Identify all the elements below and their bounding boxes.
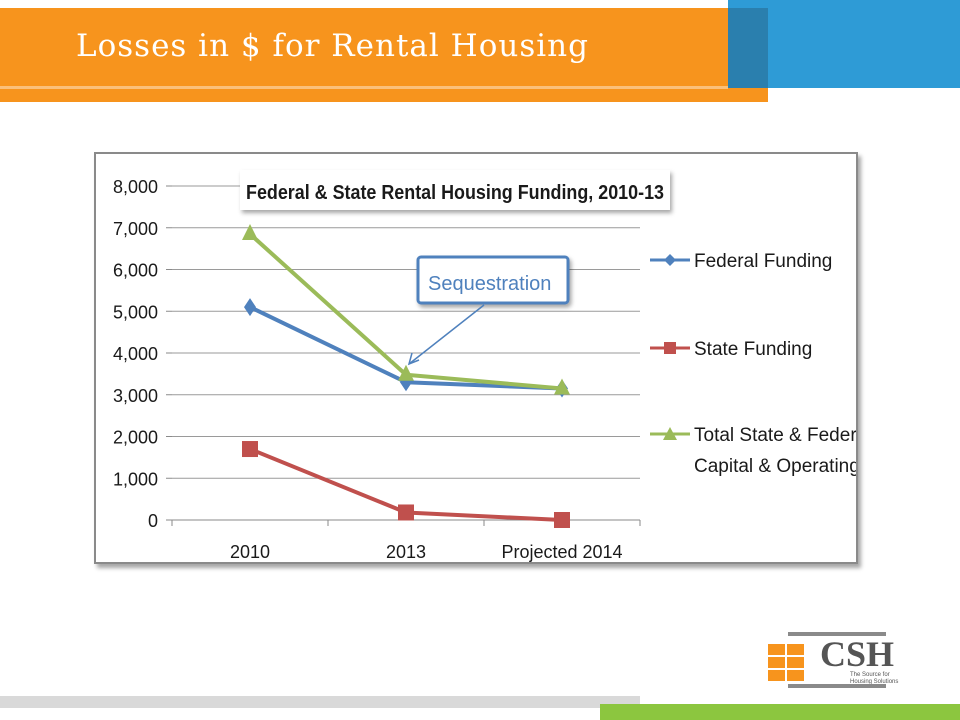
data-point xyxy=(242,441,258,458)
logo-square xyxy=(787,670,804,681)
y-tick-label: 8,000 xyxy=(113,177,158,197)
y-tick-label: 1,000 xyxy=(113,469,158,489)
legend-item-federal: Federal Funding xyxy=(650,251,832,272)
csh-logo: CSH The Source for Housing Solutions xyxy=(766,632,906,692)
logo-square xyxy=(768,644,785,655)
blue-corner-overlap xyxy=(728,8,768,88)
data-point xyxy=(244,298,256,317)
annotation-arrow xyxy=(408,304,485,365)
logo-square xyxy=(768,670,785,681)
data-point xyxy=(398,504,414,521)
legend-item-total: Total State & Federal Capital & Operatin… xyxy=(650,425,856,477)
legend-label: Total State & Federal xyxy=(694,425,856,446)
logo-square xyxy=(768,657,785,668)
y-tick-label: 3,000 xyxy=(113,386,158,406)
legend-item-state: State Funding xyxy=(650,339,812,360)
chart-frame: 0 1,000 2,000 3,000 4,000 5,000 6,000 7,000 8,00… xyxy=(94,152,858,564)
logo-rule-bottom xyxy=(788,684,886,688)
y-axis-ticks: 0 1,000 2,000 3,000 4,000 5,000 6,000 7,000 8,00… xyxy=(113,177,158,531)
chart-title-box xyxy=(240,170,670,210)
chart-gridlines xyxy=(166,185,641,526)
y-tick-label: 6,000 xyxy=(113,261,158,281)
legend: Federal Funding State Funding Total Stat… xyxy=(650,251,856,477)
logo-tagline: The Source for Housing Solutions xyxy=(850,672,910,685)
legend-marker-square xyxy=(664,342,676,354)
title-band-line xyxy=(0,86,728,89)
chart-title: Federal & State Rental Housing Funding, … xyxy=(246,182,664,204)
legend-label: Capital & Operating $ xyxy=(694,456,856,477)
legend-label: State Funding xyxy=(694,339,812,360)
logo-tagline-line: The Source for xyxy=(850,672,890,678)
y-tick-label: 4,000 xyxy=(113,344,158,364)
logo-wordmark: CSH xyxy=(820,634,895,674)
series-triangle xyxy=(242,224,570,395)
logo-square xyxy=(787,657,804,668)
legend-marker-diamond xyxy=(664,254,676,266)
logo-tagline-line: Housing Solutions xyxy=(850,678,899,685)
annotation-box xyxy=(416,255,570,305)
chart-svg: 0 1,000 2,000 3,000 4,000 5,000 6,000 7,000 8,00… xyxy=(113,170,856,562)
x-tick-label: 2013 xyxy=(386,542,426,562)
series-square xyxy=(242,441,570,528)
data-point xyxy=(398,364,414,381)
data-point xyxy=(242,224,258,241)
y-tick-label: 2,000 xyxy=(113,428,158,448)
logo-rule-top xyxy=(788,632,886,636)
y-tick-label: 7,000 xyxy=(113,219,158,239)
x-tick-label: Projected 2014 xyxy=(501,542,622,562)
y-tick-label: 5,000 xyxy=(113,302,158,322)
x-axis-ticks: 2010 2013 Projected 2014 xyxy=(230,542,623,562)
footer-green-bar xyxy=(600,704,960,720)
data-point xyxy=(554,512,570,528)
footer-gray-bar xyxy=(0,696,640,708)
series-diamond xyxy=(244,298,568,398)
data-point xyxy=(554,378,570,395)
x-tick-label: 2010 xyxy=(230,542,270,562)
logo-square xyxy=(787,644,804,655)
legend-label: Federal Funding xyxy=(694,251,832,272)
annotation-text: Sequestration xyxy=(428,273,551,295)
slide-title: Losses in $ for Rental Housing xyxy=(76,28,589,64)
legend-marker-triangle xyxy=(663,427,677,440)
y-tick-label: 0 xyxy=(148,511,158,531)
annotation-arrowhead xyxy=(407,352,420,366)
chart-series xyxy=(242,224,570,528)
